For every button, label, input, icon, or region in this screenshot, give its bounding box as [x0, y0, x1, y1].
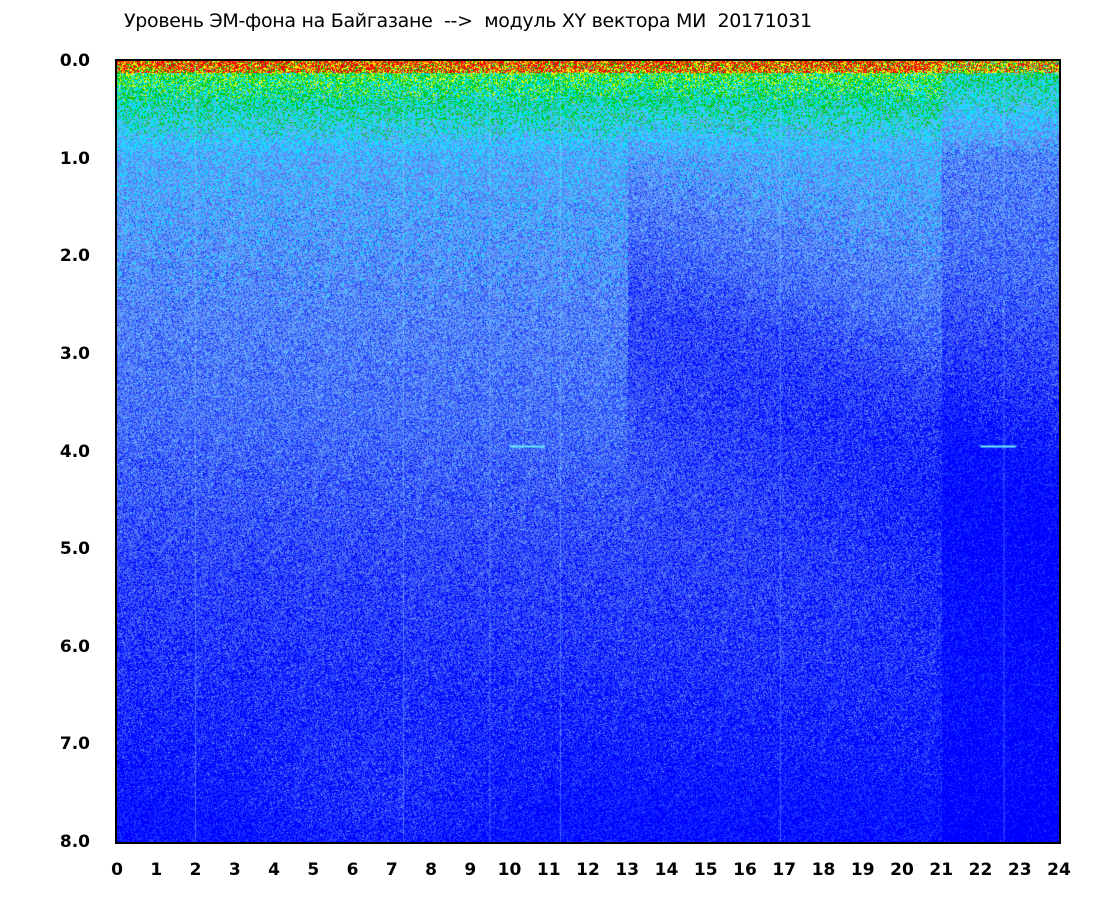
- x-tick-label: 2: [189, 860, 202, 880]
- chart-title: Уровень ЭМ-фона на Байгазане --> модуль …: [124, 10, 812, 32]
- y-tick-label: 0.0: [59, 51, 90, 71]
- x-tick-label: 0: [111, 860, 123, 880]
- x-tick-label: 10: [497, 860, 522, 880]
- y-tick-label: 1.0: [59, 148, 90, 169]
- x-tick-label: 21: [929, 860, 954, 880]
- spectrogram-heatmap: [117, 61, 1059, 842]
- x-tick-label: 9: [464, 860, 477, 880]
- x-tick-label: 23: [1007, 860, 1032, 880]
- x-tick-label: 15: [693, 860, 718, 880]
- x-tick-label: 8: [425, 860, 437, 880]
- x-tick-label: 19: [850, 860, 875, 880]
- x-tick-label: 20: [890, 860, 914, 880]
- x-tick-label: 17: [772, 860, 797, 880]
- x-tick-label: 18: [811, 860, 836, 880]
- x-tick-label: 16: [733, 860, 757, 880]
- y-tick-label: 4.0: [59, 441, 90, 462]
- y-tick-label: 8.0: [59, 832, 90, 852]
- y-tick-label: 2.0: [59, 246, 90, 267]
- x-tick-label: 1: [150, 860, 163, 880]
- x-tick-label: 7: [385, 860, 398, 880]
- x-tick-label: 6: [346, 860, 359, 880]
- x-tick-label: 12: [576, 860, 600, 880]
- y-tick-label: 5.0: [59, 539, 90, 560]
- x-tick-label: 13: [615, 860, 640, 880]
- x-tick-label: 3: [228, 860, 241, 880]
- y-tick-label: 7.0: [59, 734, 90, 755]
- x-tick-label: 24: [1047, 860, 1071, 880]
- x-tick-label: 11: [536, 860, 561, 880]
- plot-area: [115, 59, 1061, 844]
- x-tick-label: 4: [268, 860, 280, 880]
- x-tick-label: 22: [968, 860, 993, 880]
- x-tick-label: 5: [307, 860, 320, 880]
- y-tick-label: 6.0: [59, 636, 90, 657]
- x-tick-label: 14: [654, 860, 679, 880]
- y-tick-label: 3.0: [59, 343, 90, 364]
